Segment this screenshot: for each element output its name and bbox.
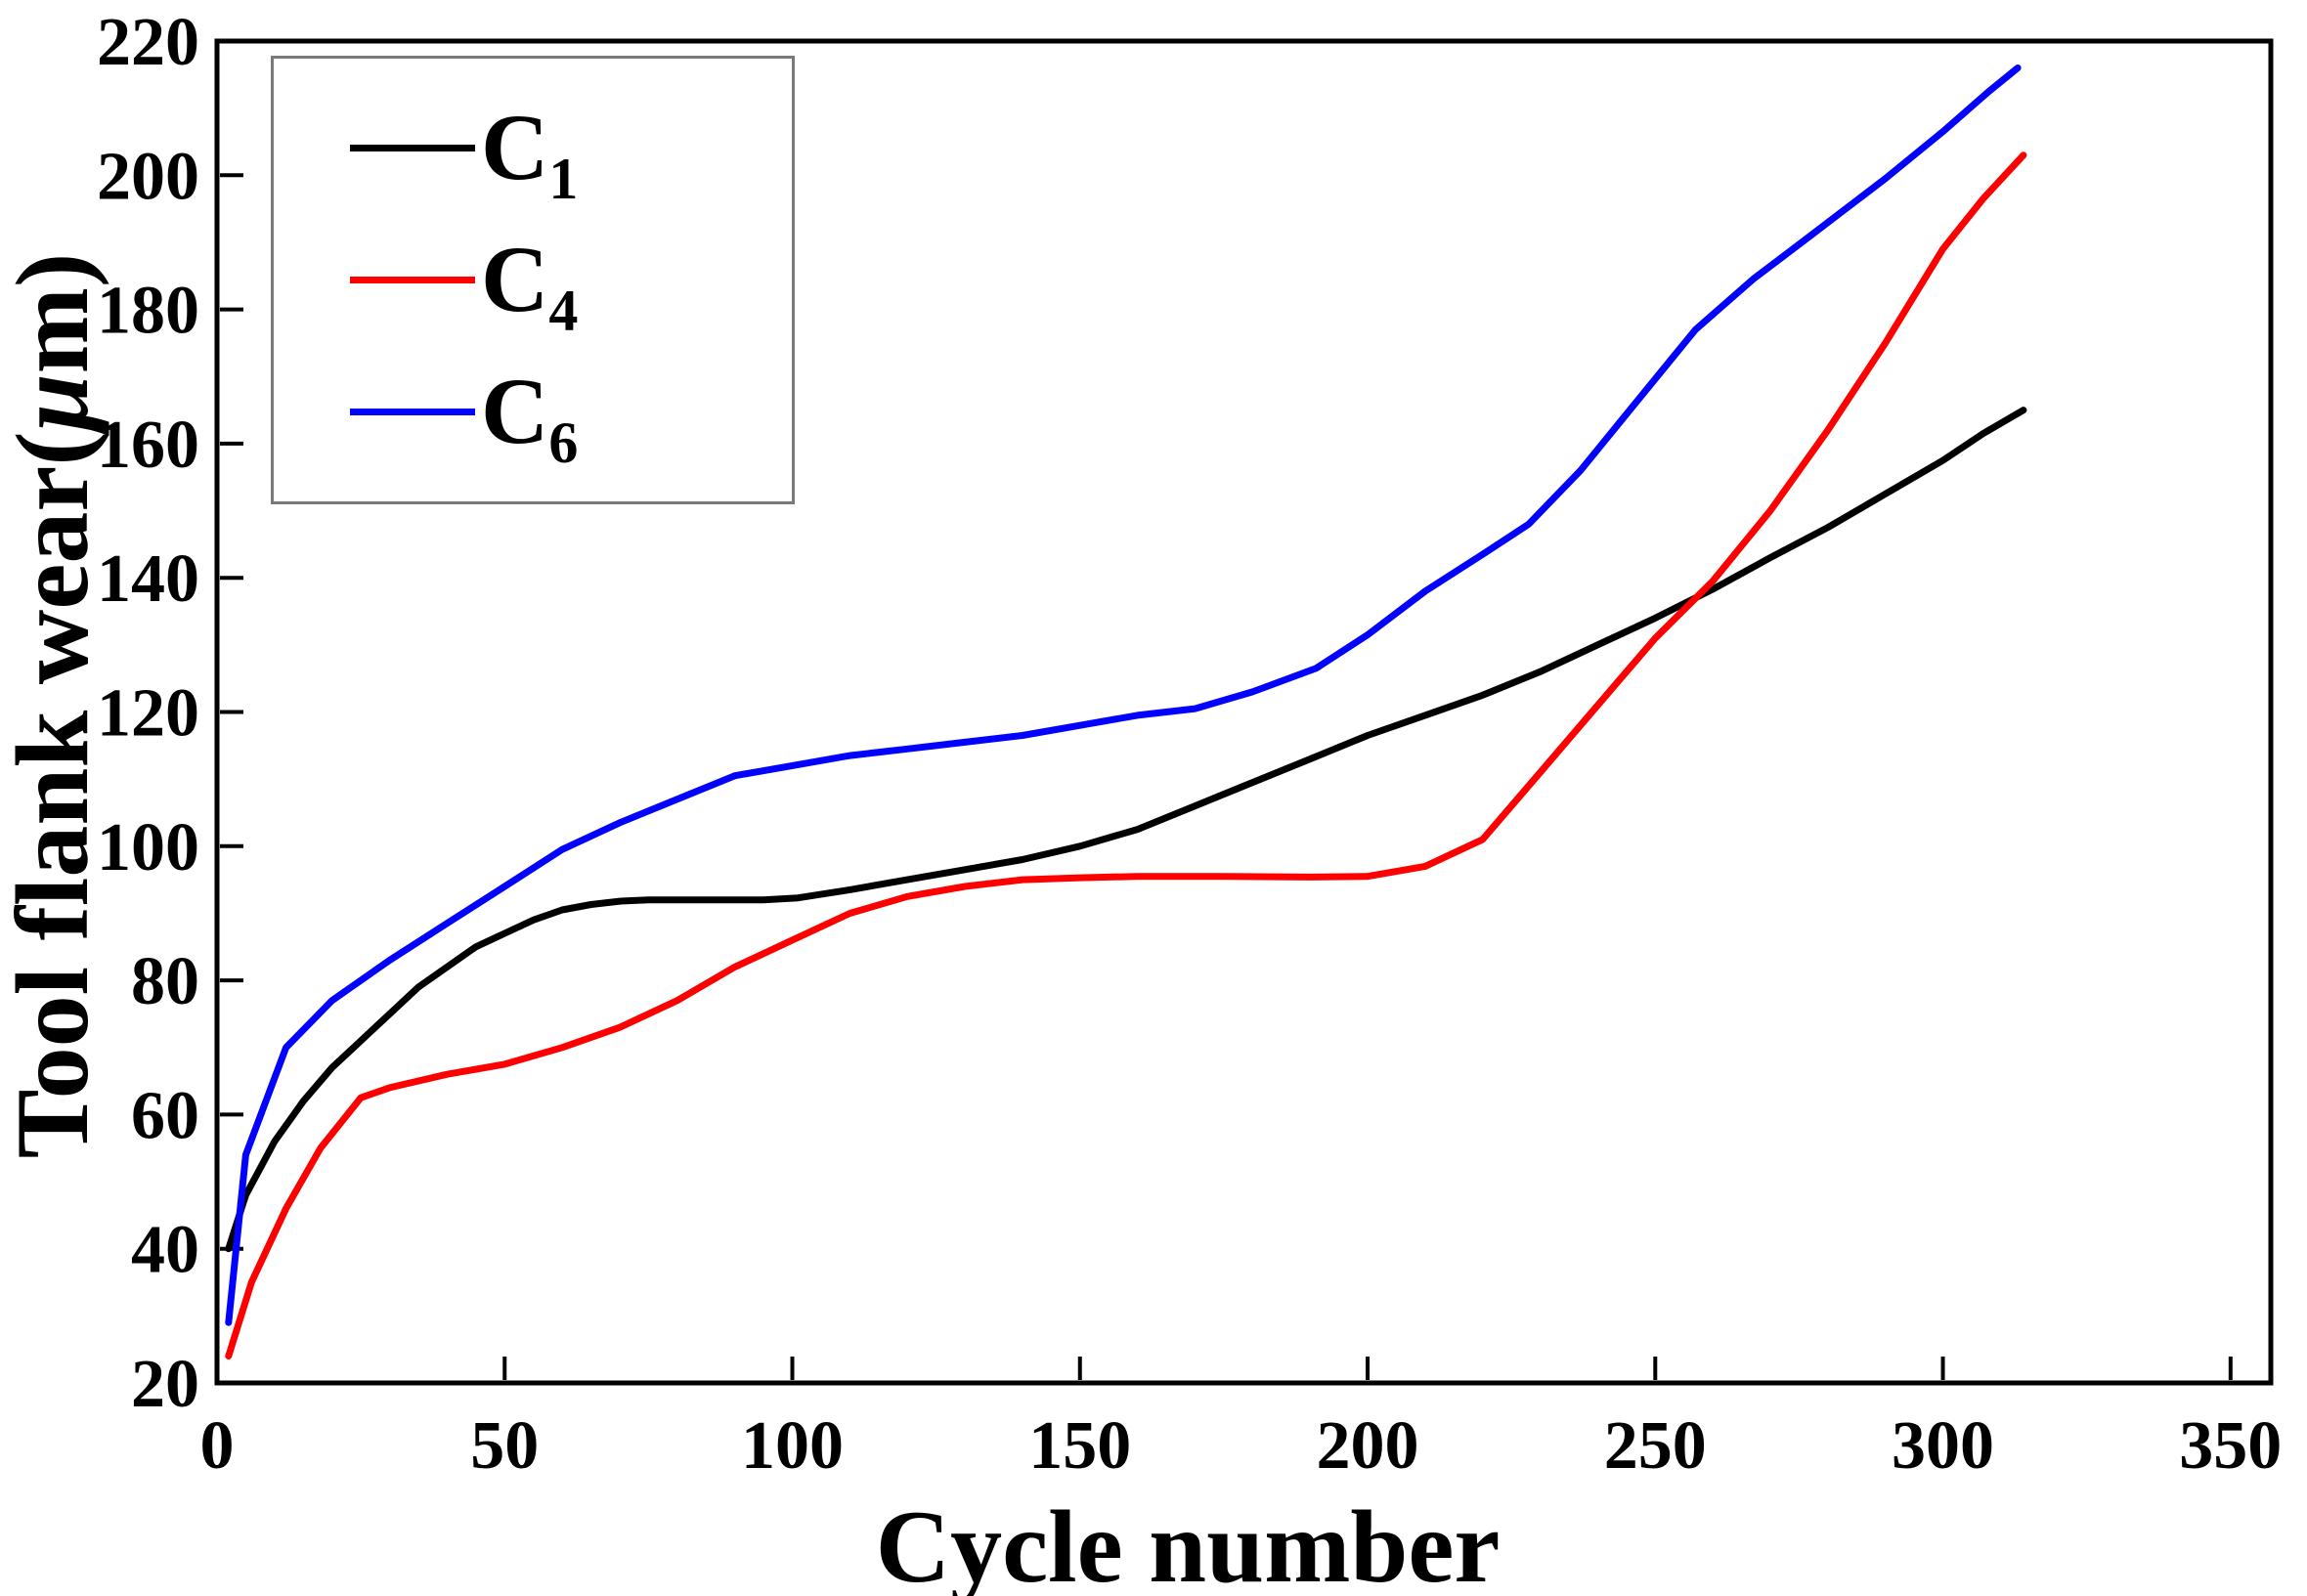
y-tick-label: 140 [97, 541, 199, 617]
y-tick-label: 160 [97, 408, 199, 483]
x-tick-label: 50 [470, 1408, 539, 1484]
y-tick-label: 60 [131, 1078, 199, 1153]
y-tick-label: 180 [97, 274, 199, 349]
plot-frame [214, 38, 2274, 1386]
y-tick-label: 100 [97, 810, 199, 885]
x-tick-label: 250 [1604, 1408, 1707, 1484]
x-tick-label: 100 [741, 1408, 844, 1484]
x-tick-label: 350 [2179, 1408, 2282, 1484]
y-tick-label: 20 [131, 1347, 199, 1422]
legend-label: C4 [481, 227, 579, 344]
y-tick-label: 40 [131, 1213, 199, 1288]
legend-line-swatch [350, 276, 475, 283]
legend: C1 C4 C6 [271, 56, 795, 504]
x-axis-title: Cycle number [875, 1489, 1501, 1596]
series-line-c4 [225, 151, 2027, 1359]
y-tick-label: 220 [97, 5, 199, 80]
x-tick-label: 150 [1028, 1408, 1131, 1484]
x-tick-label: 200 [1317, 1408, 1419, 1484]
y-tick-label: 120 [97, 676, 199, 752]
x-tick-label: 0 [200, 1408, 235, 1484]
legend-item-c4: C4 [350, 227, 792, 344]
legend-line-swatch [350, 145, 475, 152]
series-line-c6 [225, 65, 2022, 1326]
legend-label: C6 [481, 359, 579, 476]
legend-line-swatch [350, 408, 475, 415]
y-tick-label: 80 [131, 944, 199, 1019]
legend-item-c6: C6 [350, 359, 792, 476]
x-tick-label: 300 [1892, 1408, 1994, 1484]
legend-label: C1 [481, 95, 579, 212]
legend-item-c1: C1 [350, 95, 792, 212]
series-line-c1 [225, 407, 2027, 1253]
y-tick-label: 200 [97, 139, 199, 214]
y-axis-title: Tool flank wear(μm) [0, 252, 109, 1159]
